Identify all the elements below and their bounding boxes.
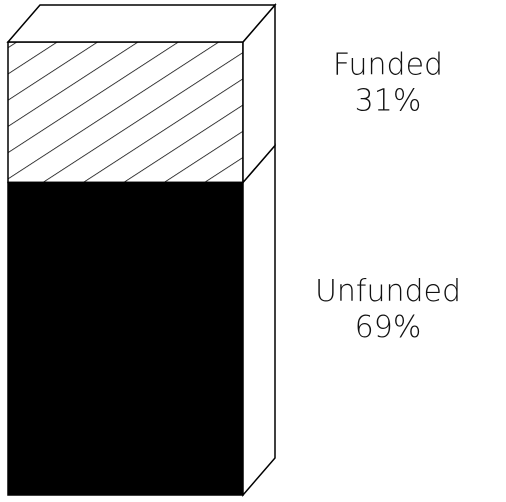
bar-side: [242, 143, 276, 498]
segment-value-label: 31%: [355, 84, 422, 119]
segment-name: Funded: [333, 48, 443, 83]
bar-segment: [7, 41, 244, 184]
segment-name: Unfunded: [315, 274, 461, 309]
segment-value-label: 69%: [355, 310, 422, 345]
bar-top: [6, 4, 277, 43]
bar-segment: [7, 181, 244, 496]
